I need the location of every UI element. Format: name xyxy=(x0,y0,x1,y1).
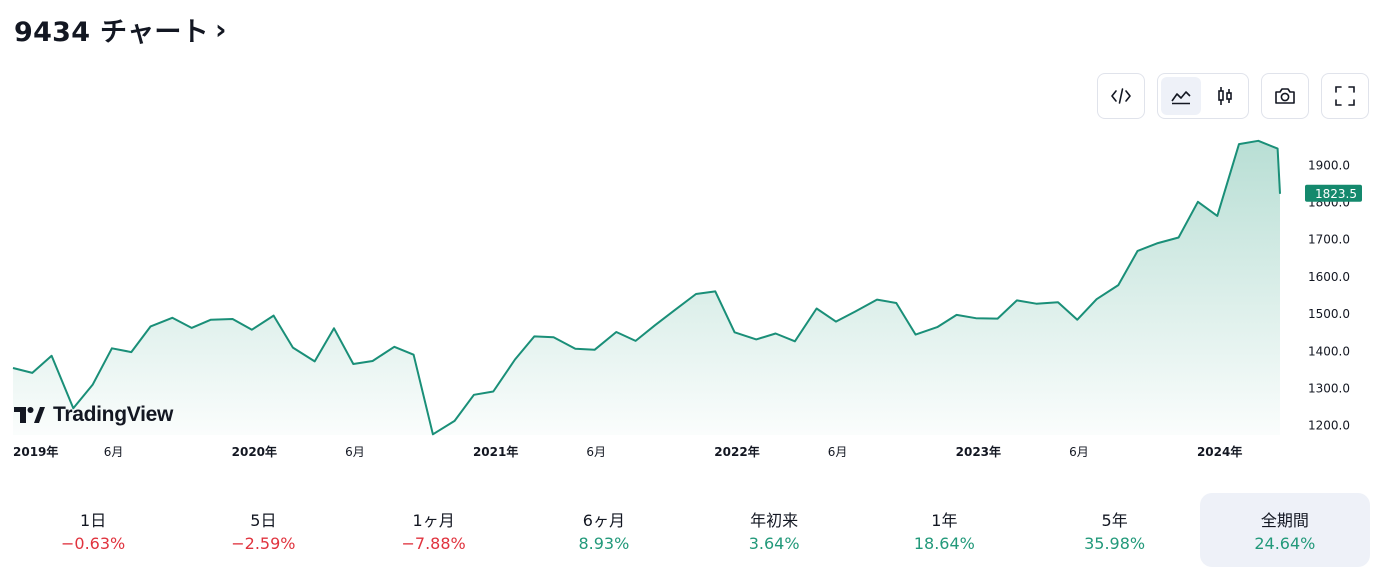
period-tab[interactable]: 6ヶ月 8.93% xyxy=(519,493,689,567)
area-style-button[interactable] xyxy=(1161,77,1201,115)
period-tab[interactable]: 1ヶ月 −7.88% xyxy=(349,493,519,567)
page-title: 9434 チャート xyxy=(14,17,209,48)
period-tab[interactable]: 全期間 24.64% xyxy=(1199,493,1370,567)
period-change: 18.64% xyxy=(913,534,975,553)
period-tab[interactable]: 1年 18.64% xyxy=(859,493,1029,567)
period-change: 35.98% xyxy=(1084,534,1146,553)
x-tick-label: 6月 xyxy=(828,445,848,459)
y-tick-label: 1400.0 xyxy=(1308,344,1350,358)
period-change: 3.64% xyxy=(748,534,800,553)
fullscreen-button[interactable] xyxy=(1321,73,1369,119)
y-tick-label: 1200.0 xyxy=(1308,419,1350,433)
x-tick-label: 2022年 xyxy=(714,444,759,459)
price-area-fill xyxy=(13,140,1280,436)
period-change: 24.64% xyxy=(1254,534,1316,553)
candlestick-style-button[interactable] xyxy=(1205,77,1245,115)
x-tick-label: 6月 xyxy=(1069,445,1089,459)
x-tick-label: 2020年 xyxy=(232,444,277,459)
x-tick-label: 2021年 xyxy=(473,444,518,459)
chevron-right-icon: › xyxy=(214,13,227,46)
period-label: 5年 xyxy=(1101,511,1128,530)
tradingview-logo-text: TradingView xyxy=(53,403,174,426)
camera-icon xyxy=(1275,88,1295,104)
x-tick-label: 2024年 xyxy=(1197,444,1242,459)
period-tab[interactable]: 年初来 3.64% xyxy=(689,493,859,567)
last-price-badge xyxy=(1305,184,1362,202)
period-selector: 1日 −0.63% 5日 −2.59% 1ヶ月 −7.88% 6ヶ月 8.93% 年初来 3.64… xyxy=(8,493,1370,567)
embed-button[interactable] xyxy=(1097,73,1145,119)
area-chart-icon xyxy=(1171,91,1191,105)
y-tick-label: 1500.0 xyxy=(1308,307,1350,321)
chart-style-toggle xyxy=(1157,73,1249,119)
period-label: 年初来 xyxy=(750,511,799,530)
y-tick-label: 1300.0 xyxy=(1308,382,1350,396)
period-label: 全期間 xyxy=(1260,511,1309,530)
x-tick-label: 2019年 xyxy=(13,444,58,459)
x-tick-label: 6月 xyxy=(104,445,124,459)
x-tick-label: 2023年 xyxy=(956,444,1001,459)
fullscreen-icon xyxy=(1335,86,1355,106)
period-label: 6ヶ月 xyxy=(582,511,625,530)
snapshot-button[interactable] xyxy=(1261,73,1309,119)
price-line xyxy=(12,139,1281,436)
period-label: 1日 xyxy=(80,511,107,530)
y-tick-label: 1600.0 xyxy=(1308,270,1350,284)
last-price-label: 1823.5 xyxy=(1315,187,1357,201)
price-chart[interactable]: 1200.01300.01400.01500.01600.01700.01800… xyxy=(0,130,1381,470)
period-tab[interactable]: 1日 −0.63% xyxy=(8,493,178,567)
code-icon xyxy=(1111,88,1131,104)
y-tick-label: 1900.0 xyxy=(1308,158,1350,172)
period-label: 5日 xyxy=(250,511,277,530)
period-change: −7.88% xyxy=(401,534,466,553)
y-tick-label: 1700.0 xyxy=(1308,233,1350,247)
tradingview-logo-icon xyxy=(14,406,45,423)
x-tick-label: 6月 xyxy=(586,445,606,459)
candlestick-icon xyxy=(1218,87,1232,105)
period-change: −0.63% xyxy=(61,534,126,553)
period-tab[interactable]: 5日 −2.59% xyxy=(178,493,348,567)
period-change: −2.59% xyxy=(231,534,296,553)
period-label: 1年 xyxy=(931,511,958,530)
period-change: 8.93% xyxy=(578,534,630,553)
period-tab[interactable]: 5年 35.98% xyxy=(1030,493,1200,567)
chart-title-link[interactable]: 9434 チャート › xyxy=(14,10,227,49)
tradingview-logo[interactable]: TradingView xyxy=(14,403,173,427)
period-label: 1ヶ月 xyxy=(412,511,455,530)
x-tick-label: 6月 xyxy=(345,445,365,459)
